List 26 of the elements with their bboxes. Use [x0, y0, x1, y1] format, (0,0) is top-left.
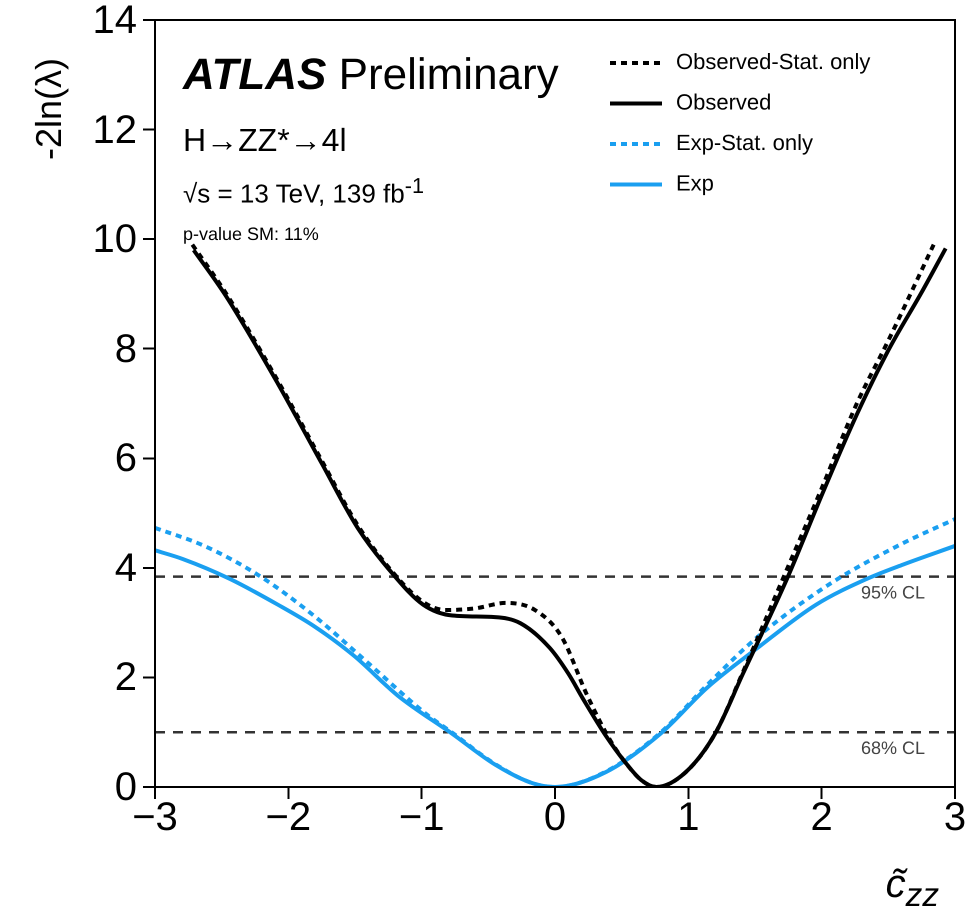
x-tick-label: 3	[944, 795, 966, 839]
x-tick-label: 2	[810, 795, 833, 839]
x-tick-label: −1	[398, 795, 444, 839]
ref-line-label: 68% CL	[860, 738, 925, 758]
legend-label: Observed	[676, 90, 772, 115]
annotation: p-value SM: 11%	[183, 224, 319, 245]
annotation: ATLAS Preliminary	[183, 50, 559, 100]
y-tick-label: 4	[114, 546, 137, 590]
annotation: H→ZZ*→4l	[183, 122, 347, 159]
x-axis-title: c̃$_{zz}$	[886, 862, 939, 915]
y-tick-label: 12	[92, 108, 137, 152]
x-tick-label: −2	[266, 795, 312, 839]
legend-label: Exp-Stat. only	[676, 130, 813, 156]
legend-label: Observed-Stat. only	[676, 49, 870, 74]
y-tick-label: 8	[114, 326, 137, 371]
y-tick-label: 10	[92, 217, 137, 262]
annotation: √s = 13 TeV, 139 fb$^{-1}$	[183, 173, 424, 210]
y-tick-label: 0	[114, 765, 137, 809]
ref-line-label: 95% CL	[860, 582, 925, 603]
legend-label: Exp	[676, 170, 714, 196]
x-tick-label: 0	[544, 795, 566, 839]
y-tick-label: 14	[92, 0, 137, 42]
x-tick-label: 1	[677, 795, 700, 839]
y-axis-title: -2ln(λ)	[28, 58, 70, 160]
y-tick-label: 6	[114, 436, 137, 480]
y-tick-label: 2	[114, 655, 137, 700]
